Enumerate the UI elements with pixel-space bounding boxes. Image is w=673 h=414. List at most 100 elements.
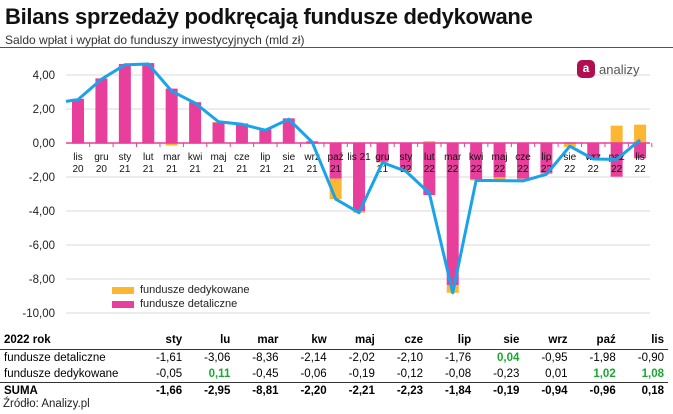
x-tick-label: 22 <box>400 164 412 175</box>
x-tick-label: 22 <box>447 164 459 175</box>
divider <box>0 47 673 48</box>
header-cell: lu <box>186 331 235 350</box>
y-tick-label: 4,00 <box>33 70 55 82</box>
legend-item-detaliczne: fundusze detaliczne <box>112 298 237 310</box>
x-tick-label: sty <box>118 152 131 163</box>
table-cell: -0,90 <box>637 352 664 364</box>
x-tick-label: 21 <box>166 164 178 175</box>
header-cell: wrz <box>523 331 572 350</box>
x-tick-label: 22 <box>424 164 436 175</box>
table-cell: 1,02 <box>593 368 616 380</box>
bar-detaliczne <box>329 143 342 179</box>
header-cell: kw <box>282 331 331 350</box>
x-tick-label: gru <box>94 152 108 163</box>
table-cell: -0,08 <box>444 368 472 380</box>
x-tick-label: lip <box>541 152 551 163</box>
legend-label: fundusze detaliczne <box>140 298 238 310</box>
table-header: 2022 rok sty lu mar kw maj cze lip sie wrz paź lis <box>0 331 668 350</box>
table-cell: -0,23 <box>493 368 520 380</box>
legend-item-dedykowane: fundusze dedykowane <box>112 284 249 296</box>
table-cell: -0,45 <box>252 368 279 380</box>
table-cell: -2,14 <box>300 352 327 364</box>
bar-detaliczne <box>634 143 647 159</box>
x-tick-label: sie <box>282 152 295 163</box>
y-tick-label: -2,00 <box>29 172 55 184</box>
table-cell: -1,76 <box>444 352 472 364</box>
table-cell: -2,95 <box>186 382 235 399</box>
x-tick-label: 21 <box>330 164 342 175</box>
header-cell: cze <box>378 331 428 350</box>
x-tick-label: 21 <box>190 164 202 175</box>
table-row: SUMA -1,66 -2,95 -8,81 -2,20 -2,21 -2,23 -1,84-… <box>0 382 668 399</box>
x-tick-label: 21 <box>143 164 155 175</box>
x-tick-label: cze <box>515 152 531 163</box>
x-tick-label: 21 <box>377 164 389 175</box>
header-cell: 2022 rok <box>0 331 138 350</box>
x-tick-label: gru <box>375 152 389 163</box>
table-cell: -0,94 <box>523 382 572 399</box>
table-cell: -1,84 <box>427 382 476 399</box>
bar-detaliczne <box>446 143 459 286</box>
bar-detaliczne <box>72 98 84 143</box>
x-tick-label: 20 <box>72 164 84 175</box>
bar-detaliczne <box>282 118 295 143</box>
bar-detaliczne <box>470 143 483 180</box>
x-tick-label: lis <box>635 152 644 163</box>
table-cell: -2,20 <box>282 382 331 399</box>
table-cell: -1,66 <box>138 382 187 399</box>
table-cell: -0,06 <box>300 368 327 380</box>
x-tick-label: kwi <box>188 152 202 163</box>
x-tick-label: lut <box>424 152 435 163</box>
bar-detaliczne <box>212 122 225 143</box>
bar-detaliczne <box>399 143 412 171</box>
x-tick-label: 22 <box>541 164 553 175</box>
x-tick-label: sie <box>563 152 576 163</box>
chart-subtitle: Saldo wpłat i wypłat do funduszy inwesty… <box>5 33 305 47</box>
row-label: fundusze dedykowane <box>4 368 119 380</box>
x-tick-label: 22 <box>635 164 647 175</box>
bar-detaliczne <box>95 78 108 143</box>
header-cell: lis <box>619 331 668 350</box>
line-suma <box>65 62 642 295</box>
table-cell: -3,06 <box>204 352 231 364</box>
table-cell: -2,02 <box>348 352 375 364</box>
x-tick-label: 21 <box>119 164 131 175</box>
x-tick-label: 22 <box>564 164 576 175</box>
header-cell: sty <box>138 331 187 350</box>
legend-swatch <box>112 286 134 294</box>
bar-dedykowane <box>493 177 506 181</box>
x-tick-label: wrz <box>303 152 320 163</box>
bar-detaliczne <box>118 63 131 144</box>
logo-text: analizy <box>599 61 640 77</box>
table-cell: -8,36 <box>252 352 279 364</box>
bar-dedykowane <box>423 141 436 143</box>
y-tick-label: -4,00 <box>29 206 55 218</box>
table-cell: -2,23 <box>378 382 428 399</box>
table-cell: 0,11 <box>208 368 231 380</box>
y-tick-label: -10,00 <box>22 308 55 320</box>
x-tick-label: lut <box>143 152 154 163</box>
x-tick-label: 20 <box>96 164 108 175</box>
x-tick-label: lip <box>260 152 270 163</box>
logo-icon: a <box>577 60 595 78</box>
table-cell: 0,01 <box>545 368 568 380</box>
x-tick-label: 21 <box>260 164 272 175</box>
table-cell: 0,04 <box>496 352 520 364</box>
x-tick-label: sty <box>399 152 412 163</box>
header-cell: lip <box>427 331 476 350</box>
table-cell: -2,21 <box>330 382 379 399</box>
plot-area: 4,00 2,00 0,00 -2,00 -4,00 -6,00 -8,00 -10,00 li… <box>22 62 653 320</box>
table-cell: -2,10 <box>396 352 424 364</box>
x-tick-label: 21 <box>283 164 295 175</box>
bar-detaliczne <box>235 123 248 143</box>
bar-detaliczne <box>493 143 506 178</box>
bar-detaliczne <box>376 143 389 162</box>
bar-detaliczne <box>587 143 600 160</box>
x-tick-label: paź <box>328 152 344 163</box>
x-tick-label: 22 <box>611 164 623 175</box>
bar-dedykowane <box>165 143 178 146</box>
legend-label: fundusze dedykowane <box>140 284 250 296</box>
x-tick-label: 22 <box>517 164 529 175</box>
table-cell: -0,96 <box>571 382 620 399</box>
